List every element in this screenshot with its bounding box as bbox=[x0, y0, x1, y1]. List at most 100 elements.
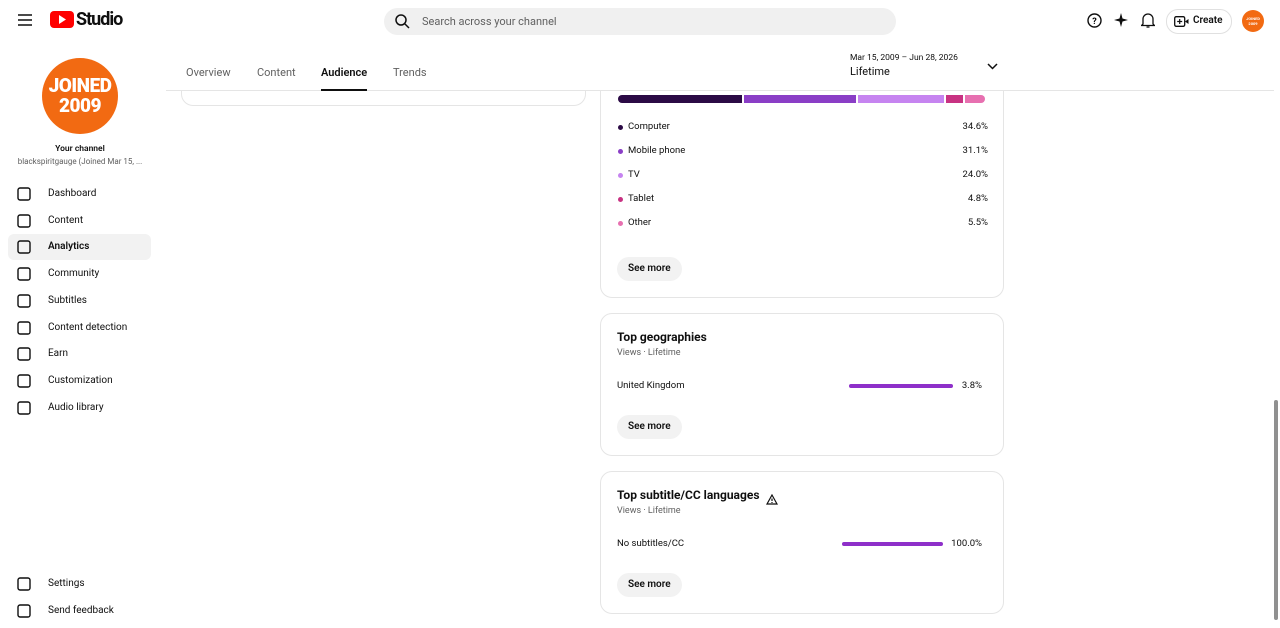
device-name: TV bbox=[628, 169, 640, 180]
nav-icon bbox=[17, 577, 31, 591]
legend-dot bbox=[618, 220, 623, 226]
search-box[interactable]: Search across your channel bbox=[384, 8, 896, 35]
nav-label: Customization bbox=[48, 374, 113, 386]
channel-label: Your channel bbox=[55, 144, 105, 154]
nav-icon bbox=[17, 347, 31, 361]
nav-label: Content bbox=[48, 214, 84, 226]
device-bar-segment bbox=[744, 95, 856, 103]
tab[interactable]: Content bbox=[257, 66, 296, 79]
device-name: Computer bbox=[628, 121, 670, 132]
search-placeholder: Search across your channel bbox=[422, 15, 557, 28]
item-bar bbox=[842, 542, 943, 546]
device-value: 4.8% bbox=[967, 193, 988, 204]
nav-item[interactable]: Analytics bbox=[8, 234, 151, 261]
device-bar-segment bbox=[946, 95, 964, 103]
devices-card: Computer 34.6% Mobile phone 31.1% TV 24.0% Tab… bbox=[600, 60, 1004, 298]
svg-text:?: ? bbox=[1092, 17, 1097, 27]
nav-label: Settings bbox=[48, 578, 85, 589]
device-name: Mobile phone bbox=[628, 145, 686, 156]
nav-label: Earn bbox=[48, 348, 69, 360]
logo-icon[interactable] bbox=[50, 11, 74, 28]
nav-label: Content detection bbox=[48, 321, 128, 333]
avatar-line: 2009 bbox=[1248, 21, 1258, 26]
nav-label: Audio library bbox=[48, 401, 104, 413]
legend-dot bbox=[618, 172, 623, 178]
device-bar-segment bbox=[965, 95, 985, 103]
nav-icon bbox=[17, 213, 31, 228]
item-value: 100.0% bbox=[951, 538, 982, 549]
tab-bar: Overview Content Audience Trends Mar 15, 20… bbox=[166, 42, 1274, 91]
tab[interactable]: Overview bbox=[186, 66, 231, 79]
nav-item[interactable]: Send feedback bbox=[8, 598, 151, 624]
nav-item[interactable]: Content detection bbox=[8, 315, 151, 341]
item-name: No subtitles/CC bbox=[617, 538, 685, 549]
device-value: 5.5% bbox=[967, 217, 988, 228]
nav-label: Analytics bbox=[48, 241, 90, 253]
nav-item[interactable]: Settings bbox=[8, 571, 151, 597]
nav-item[interactable]: Dashboard bbox=[8, 181, 151, 207]
nav-icon bbox=[17, 267, 31, 281]
tab[interactable]: Trends bbox=[393, 66, 427, 79]
create-button[interactable]: Create bbox=[1166, 9, 1232, 34]
date-period: Lifetime bbox=[850, 65, 890, 78]
top-bar: Studio Search across your channel ? Crea… bbox=[0, 0, 1280, 42]
nav-icon bbox=[17, 187, 31, 201]
device-value: 31.1% bbox=[962, 145, 988, 156]
dropdown-icon[interactable] bbox=[987, 63, 998, 70]
avatar-line: JOINED bbox=[48, 74, 112, 97]
card-title: Top subtitle/CC languages bbox=[617, 488, 760, 502]
item-value: 3.8% bbox=[961, 380, 982, 391]
nav-item[interactable]: Content bbox=[8, 208, 151, 234]
bell-icon[interactable] bbox=[1141, 12, 1155, 28]
legend-dot bbox=[618, 196, 623, 202]
item-name: United Kingdom bbox=[617, 380, 685, 391]
channel-avatar[interactable]: JOINED 2009 bbox=[42, 58, 118, 134]
item-bar bbox=[849, 384, 953, 388]
device-name: Other bbox=[628, 217, 652, 228]
geographies-card: Top geographies Views · Lifetime United Ki… bbox=[600, 313, 1004, 456]
legend-dot bbox=[618, 124, 623, 130]
nav-icon bbox=[17, 294, 31, 308]
nav-icon bbox=[17, 320, 31, 335]
sparkle-icon[interactable] bbox=[1114, 13, 1128, 27]
nav-icon bbox=[17, 400, 31, 415]
scrollbar[interactable] bbox=[1274, 400, 1278, 620]
subtitles-card: Top subtitle/CC languages Views · Lifetim… bbox=[600, 471, 1004, 614]
menu-icon[interactable] bbox=[18, 14, 32, 26]
device-value: 24.0% bbox=[962, 169, 988, 180]
account-avatar[interactable]: JOINED 2009 bbox=[1242, 10, 1264, 32]
nav-label: Subtitles bbox=[48, 294, 87, 306]
card-subtitle: Views · Lifetime bbox=[617, 506, 681, 516]
card-subtitle: Views · Lifetime bbox=[617, 348, 681, 358]
search-icon bbox=[395, 14, 410, 29]
nav-icon bbox=[17, 603, 31, 618]
logo-text[interactable]: Studio bbox=[76, 9, 123, 30]
nav-item[interactable]: Customization bbox=[8, 368, 151, 394]
nav-item[interactable]: Earn bbox=[8, 341, 151, 367]
see-more-button[interactable]: See more bbox=[617, 257, 682, 281]
nav-label: Community bbox=[48, 268, 100, 280]
nav-label: Dashboard bbox=[48, 188, 97, 199]
device-bar-segment bbox=[618, 95, 743, 103]
see-more-button[interactable]: See more bbox=[617, 573, 682, 597]
create-label: Create bbox=[1193, 15, 1223, 26]
nav-item[interactable]: Audio library bbox=[8, 395, 151, 421]
nav-item[interactable]: Community bbox=[8, 261, 151, 287]
help-icon[interactable]: ? bbox=[1087, 13, 1102, 28]
create-icon bbox=[1174, 16, 1189, 27]
see-more-button[interactable]: See more bbox=[617, 415, 682, 439]
legend-dot bbox=[618, 148, 623, 154]
card-title: Top geographies bbox=[617, 330, 707, 344]
nav-icon bbox=[17, 240, 31, 255]
channel-name: blackspiritgauge (Joined Mar 15, ... bbox=[17, 157, 143, 166]
device-bar-segment bbox=[857, 95, 945, 103]
avatar-line: 2009 bbox=[58, 94, 102, 117]
nav-item[interactable]: Subtitles bbox=[8, 288, 151, 314]
tab[interactable]: Audience bbox=[321, 66, 368, 91]
device-name: Tablet bbox=[628, 193, 655, 204]
nav-label: Send feedback bbox=[48, 604, 114, 616]
date-range: Mar 15, 2009 – Jun 28, 2026 bbox=[850, 53, 958, 63]
warning-icon[interactable] bbox=[765, 490, 779, 509]
device-value: 34.6% bbox=[962, 121, 988, 132]
